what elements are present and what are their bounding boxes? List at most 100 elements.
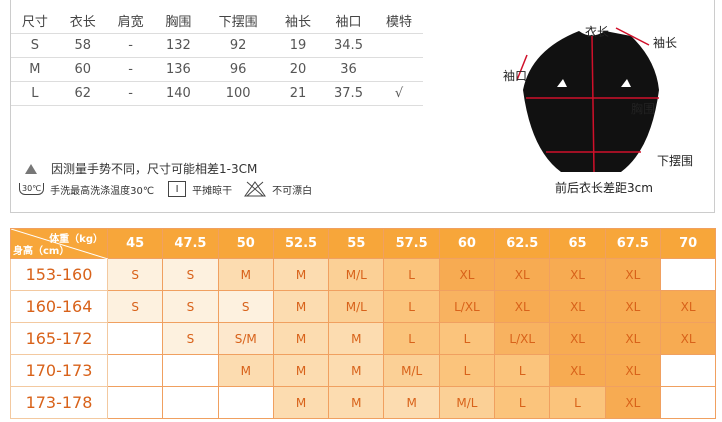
height-range-cell: 153-160 — [10, 258, 108, 291]
size-cell: XL — [604, 322, 661, 355]
size-cell: L — [383, 290, 440, 323]
size-cell: XL — [604, 354, 661, 387]
size-cell — [659, 354, 717, 387]
size-cell: M/L — [383, 354, 440, 387]
size-cell — [162, 354, 219, 387]
height-range-cell: 160-164 — [10, 290, 108, 323]
size-cell: M — [328, 354, 385, 387]
size-cell: L — [549, 386, 606, 419]
size-cell: L — [438, 322, 496, 355]
spec-cell: √ — [375, 81, 423, 106]
length-label: 衣长 — [585, 25, 610, 39]
weight-header: 50 — [217, 228, 274, 259]
weight-header: 55 — [328, 228, 385, 259]
size-cell — [659, 258, 717, 291]
weight-header: 67.5 — [604, 228, 661, 259]
size-cell: L — [383, 258, 440, 291]
spec-header: 袖口 — [321, 8, 376, 34]
measurement-note: 因测量手势不同，尺寸可能相差1-3CM — [25, 160, 257, 177]
spec-cell: 62 — [58, 81, 107, 106]
size-cell: XL — [604, 258, 661, 291]
spec-cell — [375, 33, 423, 58]
dry-text: 平摊晾干 — [192, 185, 233, 197]
care-instructions: 30℃ 手洗最高洗涤温度30℃ I 平摊晾干 不可漂白 — [19, 181, 312, 197]
weight-header: 57.5 — [383, 228, 440, 259]
size-cell: XL — [494, 258, 551, 291]
size-cell: XL — [659, 290, 717, 323]
grid-row: 173-178 M M M M/L L L XL — [10, 386, 717, 419]
no-bleach-icon — [244, 181, 267, 197]
cuff-label: 袖口 — [503, 69, 528, 83]
spec-cell: 132 — [154, 33, 203, 58]
size-spec-table: 尺寸 衣长 肩宽 胸围 下摆围 袖长 袖口 模特 S 58-132 92 19 34.5 M 60-136 9… — [11, 8, 423, 106]
spec-cell: - — [106, 81, 155, 106]
size-cell: XL — [604, 290, 661, 323]
weight-label: 体重（kg） — [49, 234, 103, 245]
size-cell — [659, 386, 717, 419]
chest-label: 胸围 — [631, 102, 656, 116]
size-cell — [217, 386, 274, 419]
weight-header: 62.5 — [494, 228, 551, 259]
sleeve-length-label: 袖长 — [653, 36, 678, 50]
weight-header: 70 — [659, 228, 717, 259]
spec-cell: 36 — [321, 57, 376, 82]
height-label: 身高（cm） — [13, 246, 70, 257]
size-cell: M — [272, 290, 330, 323]
size-cell — [106, 386, 164, 419]
flat-dry-icon: I — [168, 181, 187, 197]
size-cell — [106, 322, 164, 355]
size-cell: M — [272, 386, 330, 419]
spec-cell: 100 — [202, 81, 275, 106]
spec-cell: 140 — [154, 81, 203, 106]
grid-row: 160-164 S S S M M/L L L/XL XL XL XL XL — [10, 290, 717, 323]
spec-cell: 96 — [202, 57, 275, 82]
spec-header: 肩宽 — [106, 8, 155, 34]
warning-triangle-icon — [25, 164, 37, 174]
size-cell: S — [162, 290, 219, 323]
spec-header: 袖长 — [274, 8, 322, 34]
grid-row: 170-173 M M M M/L L L XL XL — [10, 354, 717, 387]
size-cell: M/L — [438, 386, 496, 419]
spec-cell — [375, 57, 423, 82]
size-cell: S — [106, 258, 164, 291]
size-cell: XL — [438, 258, 496, 291]
spec-cell: - — [106, 33, 155, 58]
size-cell: M — [272, 354, 330, 387]
bleach-text: 不可漂白 — [272, 185, 313, 197]
size-cell: M — [217, 258, 274, 291]
size-cell: M/L — [328, 258, 385, 291]
height-range-cell: 173-178 — [10, 386, 108, 419]
size-cell: S — [217, 290, 274, 323]
weight-header: 52.5 — [272, 228, 330, 259]
size-cell: M/L — [328, 290, 385, 323]
spec-cell: 136 — [154, 57, 203, 82]
size-cell: M — [272, 258, 330, 291]
weight-header: 47.5 — [162, 228, 219, 259]
size-cell: M — [328, 386, 385, 419]
spec-cell: 60 — [58, 57, 107, 82]
spec-cell: 37.5 — [321, 81, 376, 106]
weight-header: 60 — [438, 228, 496, 259]
grid-row: 165-172 S S/M M M L L L/XL XL XL XL — [10, 322, 717, 355]
garment-illustration — [516, 27, 659, 173]
note-text: 因测量手势不同，尺寸可能相差1-3CM — [51, 162, 258, 176]
size-cell: XL — [549, 290, 606, 323]
spec-header: 下摆围 — [202, 8, 275, 34]
garment-diagram: 衣长 袖长 袖口 胸围 下摆围 前后衣长差距3cm — [481, 0, 716, 212]
corner-header: 体重（kg） 身高（cm） — [10, 228, 108, 259]
spec-header: 胸围 — [154, 8, 203, 34]
spec-cell: 19 — [274, 33, 322, 58]
size-cell — [162, 386, 219, 419]
grid-row: 153-160 S S M M M/L L XL XL XL XL — [10, 258, 717, 291]
spec-cell: M — [11, 57, 59, 82]
size-cell: L — [494, 386, 551, 419]
size-cell: L — [494, 354, 551, 387]
size-cell: XL — [549, 258, 606, 291]
weight-header: 65 — [549, 228, 606, 259]
length-diff-label: 前后衣长差距3cm — [555, 181, 653, 195]
size-cell: XL — [494, 290, 551, 323]
hand-wash-icon: 30℃ — [19, 183, 45, 195]
size-cell — [106, 354, 164, 387]
weight-header: 45 — [106, 228, 164, 259]
height-range-cell: 170-173 — [10, 354, 108, 387]
